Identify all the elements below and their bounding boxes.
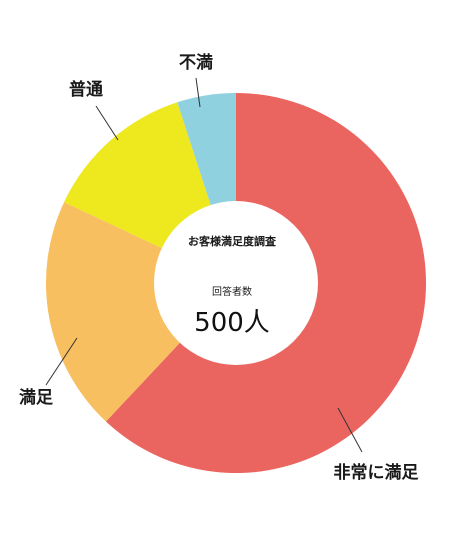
- slice-label-neutral: 普通: [69, 79, 103, 100]
- slice-label-satisfied: 満足: [19, 387, 53, 408]
- slice-label-dissatisfied: 不満: [179, 52, 213, 73]
- slice-satisfied: [45, 202, 236, 422]
- slice-labels: 非常に満足 満足 普通 不満: [19, 52, 419, 483]
- respondent-label: 回答者数: [212, 285, 252, 298]
- slice-label-very-satisfied: 非常に満足: [334, 462, 419, 483]
- leader-line-neutral: [95, 105, 119, 141]
- leader-line-dissatisfied: [195, 77, 201, 108]
- leader-lines: [45, 77, 363, 453]
- survey-title: お客様満足度調査: [188, 234, 276, 248]
- leader-line-very-satisfied: [337, 407, 363, 453]
- leader-line-satisfied: [45, 337, 78, 386]
- respondent-count: 500人: [194, 308, 270, 338]
- donut-hole: [154, 201, 318, 365]
